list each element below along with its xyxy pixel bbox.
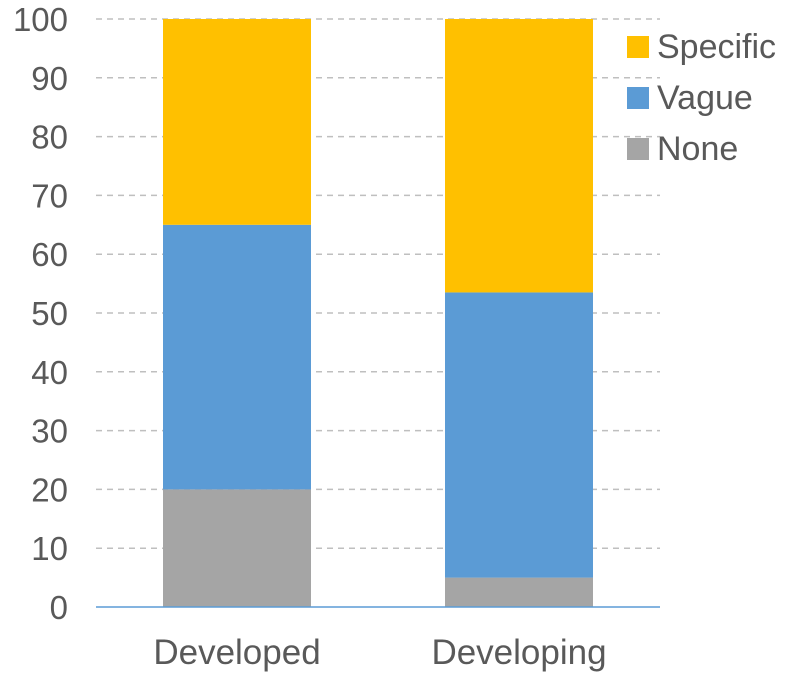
legend-label-vague: Vague [657,79,753,117]
bar-none-developed [163,489,311,607]
y-tick-label: 0 [50,589,68,626]
y-tick-label: 50 [31,295,68,332]
legend-swatch-none [627,138,649,160]
legend-swatch-specific [627,36,649,58]
y-tick-label: 30 [31,413,68,450]
y-tick-label: 100 [13,1,68,38]
x-category-label: Developing [431,633,606,672]
y-tick-label: 40 [31,354,68,391]
bar-specific-developing [445,19,593,293]
bar-vague-developing [445,292,593,578]
legend: Specific Vague None [627,28,776,168]
y-tick-label: 80 [31,119,68,156]
bar-specific-developed [163,19,311,225]
legend-swatch-vague [627,87,649,109]
y-tick-label: 70 [31,177,68,214]
legend-label-specific: Specific [657,28,776,66]
y-tick-label: 10 [31,530,68,567]
bar-vague-developed [163,224,311,490]
x-axis-category-labels: Developed Developing [153,633,606,672]
y-tick-label: 60 [31,236,68,273]
y-axis-tick-labels: 0 10 20 30 40 50 60 70 80 90 100 [13,1,68,626]
bars [163,19,593,607]
legend-label-none: None [657,130,738,168]
x-category-label: Developed [153,633,320,672]
y-tick-label: 90 [31,60,68,97]
y-tick-label: 20 [31,471,68,508]
bar-none-developing [445,577,593,607]
